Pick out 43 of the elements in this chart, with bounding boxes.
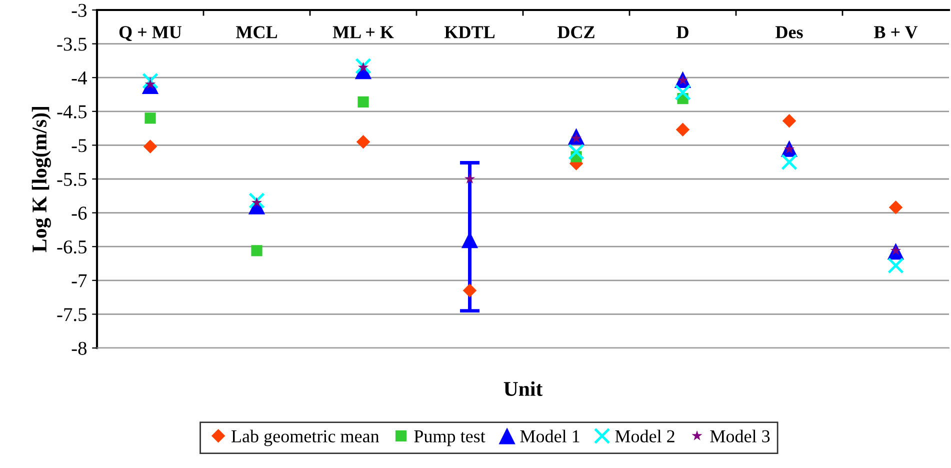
point [888, 257, 904, 274]
y-tick-label: -3.5 [57, 38, 87, 51]
point [355, 58, 372, 74]
point [462, 284, 477, 298]
x-tick-label: ML + K [332, 26, 394, 38]
legend-label: Model 1 [520, 430, 580, 442]
point [251, 245, 262, 256]
point [888, 200, 903, 214]
x-tick-label: D [676, 26, 688, 38]
point [568, 144, 584, 160]
x-tick-label: Q + MU [119, 26, 182, 42]
y-axis-title: Log K [log(m/s)] [32, 107, 51, 252]
point [143, 140, 158, 154]
y-tick-label: -5.5 [57, 173, 87, 186]
point [248, 192, 265, 209]
x-tick-label: B + V [874, 26, 918, 38]
y-tick-label: -7 [72, 274, 87, 288]
legend-label: Lab geometric mean [231, 430, 380, 446]
y-tick-label: -6 [72, 206, 87, 220]
point [356, 134, 370, 149]
y-tick-label: -4.5 [57, 105, 87, 118]
y-tick-label: -8 [72, 342, 87, 355]
point [676, 122, 690, 137]
x-tick-label: KDTL [444, 26, 495, 38]
point [674, 84, 691, 101]
y-tick-label: -4 [72, 72, 87, 84]
legend-label: Model 2 [615, 430, 674, 442]
x-axis-title: Unit [504, 381, 543, 396]
x-tick-label: DCZ [558, 26, 594, 38]
point [782, 114, 796, 128]
point [358, 96, 369, 108]
point [142, 72, 158, 90]
y-tick-label: -5 [72, 139, 87, 152]
legend-label: Pump test [414, 430, 486, 446]
legend-label: Model 3 [710, 430, 770, 442]
x-tick-label: MCL [236, 26, 278, 38]
y-tick-label: -3 [72, 4, 87, 17]
y-tick-label: -6.5 [57, 240, 87, 254]
x-tick-label: Des [776, 26, 803, 38]
point [781, 154, 798, 170]
point [144, 112, 156, 124]
y-tick-label: -7.5 [57, 308, 87, 322]
point [464, 173, 476, 184]
